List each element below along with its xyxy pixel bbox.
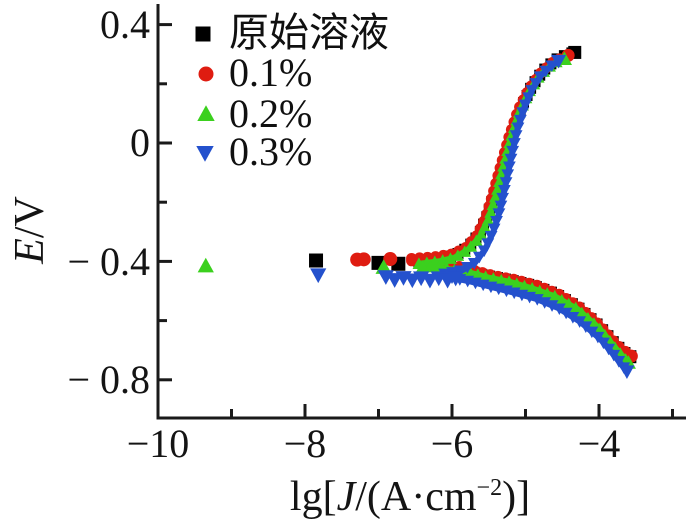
y-axis-title: E/V xyxy=(6,186,54,274)
legend-label-0.2pct: 0.2% xyxy=(229,91,313,136)
y-tick-label: − 0.4 xyxy=(67,239,150,284)
x-tick-label: −6 xyxy=(430,421,474,466)
y-tick-label: 0.4 xyxy=(100,2,150,47)
x-tick-label: −10 xyxy=(126,421,190,466)
y-axis-title-unit: /V xyxy=(7,196,53,239)
legend-label-original-solution: 原始溶液 xyxy=(229,10,389,55)
x-axis-title-prefix: lg[ xyxy=(289,474,337,520)
y-tick-label: 0 xyxy=(130,120,150,165)
x-axis-title: lg[J/(A·cm−2)] xyxy=(270,464,550,521)
y-tick-label: − 0.8 xyxy=(67,357,150,402)
x-tick-label: −4 xyxy=(577,421,621,466)
legend-label-0.3pct: 0.3% xyxy=(229,129,313,174)
x-tick-label: −8 xyxy=(283,421,327,466)
y-axis-title-symbol: E xyxy=(7,238,53,264)
legend-label-0.1pct: 0.1% xyxy=(229,50,313,95)
x-axis-title-mid: /(A·cm xyxy=(355,474,477,520)
x-axis-title-symbol: J xyxy=(336,474,356,520)
x-axis-title-exponent: −2 xyxy=(476,475,503,501)
x-axis-title-suffix: )] xyxy=(502,474,531,520)
